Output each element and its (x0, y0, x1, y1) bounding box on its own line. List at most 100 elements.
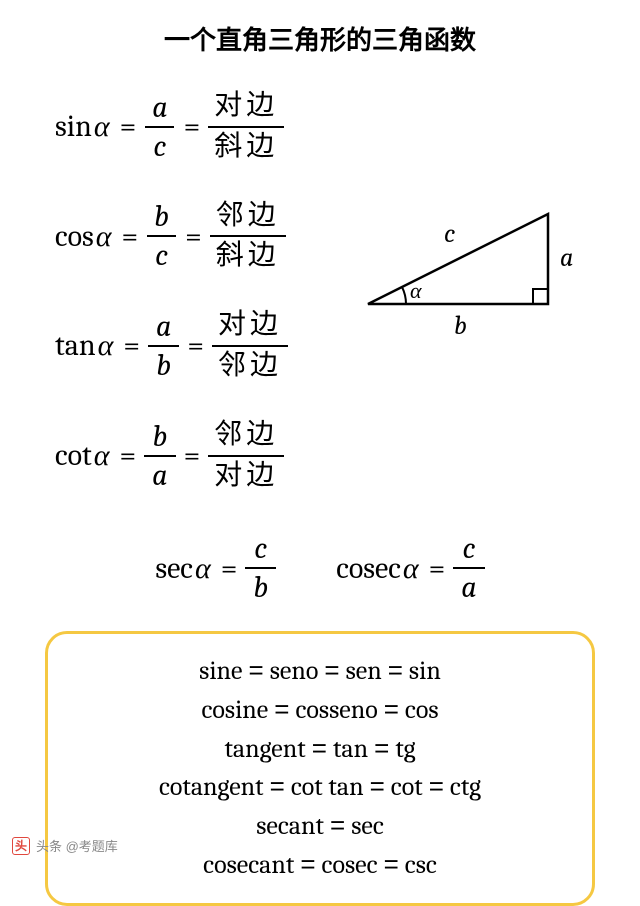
denominator: c (147, 235, 176, 274)
equals: = (179, 328, 212, 363)
aliases-box: sine=seno=sen=sincosine=cosseno=costange… (45, 631, 595, 905)
fraction: c a (453, 530, 484, 606)
func-label: cosec (336, 551, 401, 586)
alias-term: cot tan (291, 772, 364, 802)
fraction-ratio: a c (144, 89, 175, 165)
arg: α (94, 219, 114, 254)
func-label: sec (155, 551, 193, 586)
fraction-words: 对边 邻边 (212, 306, 288, 386)
denominator-cn: 斜边 (210, 235, 286, 276)
label-a: a (560, 243, 573, 273)
alias-term: sin (409, 656, 441, 686)
equals: = (114, 219, 147, 254)
equals: = (324, 810, 351, 840)
equals: = (112, 438, 145, 473)
alias-line: tangent=tan=tg (58, 730, 582, 769)
equals: = (378, 849, 405, 879)
angle-arc (402, 287, 406, 304)
denominator: b (148, 345, 179, 384)
equals: = (421, 551, 454, 586)
formula-cos: cos α = b c = 邻边 斜边 (55, 197, 288, 277)
arg: α (96, 328, 116, 363)
numerator: b (146, 198, 177, 235)
equals: = (382, 655, 409, 685)
numerator: a (148, 308, 179, 345)
alias-term: csc (405, 850, 437, 880)
numerator: c (454, 530, 483, 567)
equals: = (112, 109, 145, 144)
equals: = (177, 219, 210, 254)
right-angle-icon (533, 289, 548, 304)
func-label: cot (55, 438, 92, 473)
arg: α (92, 109, 112, 144)
fraction-ratio: a b (148, 308, 179, 384)
fraction-ratio: b a (144, 418, 175, 494)
denominator-cn: 对边 (208, 455, 284, 496)
equals: = (115, 328, 148, 363)
equals: = (264, 771, 291, 801)
equals: = (268, 694, 295, 724)
numerator-cn: 邻边 (208, 416, 284, 455)
numerator-cn: 邻边 (210, 197, 286, 236)
equals: = (243, 655, 270, 685)
denominator-cn: 斜边 (208, 126, 284, 167)
alias-term: cosec (322, 850, 378, 880)
formula-column: sin α = a c = 对边 斜边 cos α = b c = 邻边 (55, 87, 288, 495)
formula-cosec: cosec α = c a (336, 530, 484, 606)
func-label: tan (55, 328, 96, 363)
alias-line: cosine=cosseno=cos (58, 691, 582, 730)
alias-term: sine (199, 656, 242, 686)
footer-text: 头条 @考题库 (36, 836, 118, 855)
label-c: c (444, 219, 455, 249)
fraction-words: 对边 斜边 (208, 87, 284, 167)
arg: α (401, 551, 421, 586)
equals: = (423, 771, 450, 801)
alias-line: sine=seno=sen=sin (58, 652, 582, 691)
equals: = (176, 109, 209, 144)
equals: = (364, 771, 391, 801)
formula-sec: sec α = c b (155, 530, 276, 606)
alias-term: tan (333, 734, 368, 764)
alias-term: seno (270, 656, 319, 686)
equals: = (294, 849, 321, 879)
alias-line: cotangent=cot tan=cot=ctg (58, 768, 582, 807)
fraction-words: 邻边 对边 (208, 416, 284, 496)
alias-term: sec (351, 811, 384, 841)
alias-term: cot (391, 772, 423, 802)
label-b: b (454, 311, 467, 341)
equals: = (213, 551, 246, 586)
triangle-diagram: c a b α (348, 184, 578, 359)
formula-sin: sin α = a c = 对边 斜边 (55, 87, 288, 167)
toutiao-icon: 头 (12, 837, 30, 855)
alias-term: cotangent (159, 772, 264, 802)
formula-cot: cot α = b a = 邻边 对边 (55, 416, 288, 496)
alias-line: cosecant=cosec=csc (58, 846, 582, 885)
numerator: c (246, 530, 275, 567)
equals: = (378, 694, 405, 724)
fraction-words: 邻边 斜边 (210, 197, 286, 277)
denominator: a (453, 567, 484, 606)
denominator-cn: 邻边 (212, 345, 288, 386)
footer: 头 头条 @考题库 (12, 836, 118, 855)
formulas-section: sin α = a c = 对边 斜边 cos α = b c = 邻边 (0, 87, 640, 495)
alias-term: cosine (201, 695, 268, 725)
fraction-ratio: b c (146, 198, 177, 274)
equals: = (176, 438, 209, 473)
alias-term: ctg (450, 772, 481, 802)
equals: = (368, 733, 395, 763)
arg: α (193, 551, 213, 586)
func-label: cos (55, 219, 94, 254)
denominator: a (144, 455, 175, 494)
denominator: b (245, 567, 276, 606)
page-title: 一个直角三角形的三角函数 (0, 0, 640, 87)
label-alpha: α (410, 278, 422, 304)
equals: = (306, 733, 333, 763)
denominator: c (145, 126, 174, 165)
alias-term: cosseno (295, 695, 377, 725)
numerator-cn: 对边 (212, 306, 288, 345)
arg: α (92, 438, 112, 473)
func-label: sin (55, 109, 92, 144)
alias-term: secant (256, 811, 324, 841)
triangle-svg: c a b α (348, 184, 578, 354)
formula-tan: tan α = a b = 对边 邻边 (55, 306, 288, 386)
